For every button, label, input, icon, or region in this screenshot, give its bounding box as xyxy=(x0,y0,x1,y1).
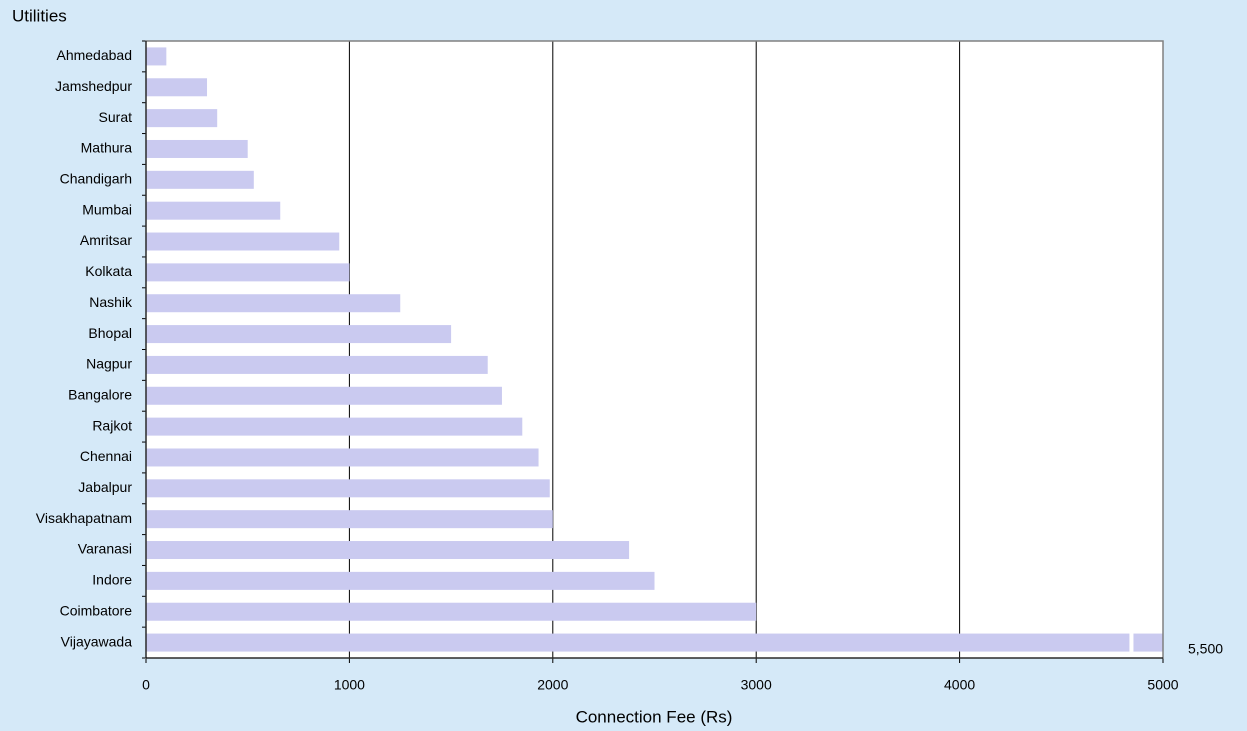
bar xyxy=(146,479,550,498)
bar xyxy=(146,541,630,560)
bar xyxy=(146,201,281,220)
bar xyxy=(146,510,553,529)
y-tick-label: Bangalore xyxy=(68,386,132,402)
y-tick-label: Nagpur xyxy=(86,356,132,372)
x-tick-label: 2000 xyxy=(537,677,568,693)
bar xyxy=(146,263,350,282)
bar xyxy=(146,109,218,128)
bar xyxy=(146,139,248,158)
y-tick-label: Surat xyxy=(99,109,133,125)
bar xyxy=(146,232,340,251)
y-tick-label: Coimbatore xyxy=(60,602,133,618)
bar xyxy=(146,448,539,467)
bar xyxy=(146,355,488,374)
y-tick-label: Chandigarh xyxy=(60,171,132,187)
x-tick-label: 4000 xyxy=(944,677,975,693)
y-tick-label: Ahmedabad xyxy=(56,47,132,63)
y-tick-label: Bhopal xyxy=(88,325,132,341)
x-tick-label: 3000 xyxy=(741,677,772,693)
bar xyxy=(146,602,757,621)
y-tick-label: Kolkata xyxy=(85,263,132,279)
y-tick-label: Vijayawada xyxy=(61,633,133,649)
x-tick-label: 0 xyxy=(142,677,150,693)
y-tick-label: Jabalpur xyxy=(78,479,132,495)
y-tick-label: Mathura xyxy=(81,140,133,156)
y-tick-label: Nashik xyxy=(89,294,133,310)
y-tick-label: Amritsar xyxy=(80,232,132,248)
bar xyxy=(146,325,452,344)
x-tick-label: 5000 xyxy=(1147,677,1178,693)
bar xyxy=(146,386,502,405)
bar xyxy=(146,294,401,313)
y-tick-label: Rajkot xyxy=(92,417,132,433)
bar xyxy=(146,47,167,66)
bar xyxy=(146,633,1163,652)
y-tick-label: Mumbai xyxy=(82,201,132,217)
value-label: 5,500 xyxy=(1188,640,1223,656)
y-tick-label: Chennai xyxy=(80,448,132,464)
plot-area xyxy=(146,41,1163,658)
bar xyxy=(146,571,655,590)
x-tick-label: 1000 xyxy=(334,677,365,693)
y-tick-label: Varanasi xyxy=(78,541,132,557)
y-tick-label: Jamshedpur xyxy=(55,78,132,94)
axis-break xyxy=(1129,630,1134,655)
bar xyxy=(146,78,208,97)
bar xyxy=(146,170,254,189)
chart-title: Utilities xyxy=(12,6,67,25)
y-tick-label: Visakhapatnam xyxy=(36,510,132,526)
x-axis-label: Connection Fee (Rs) xyxy=(576,707,733,726)
y-tick-label: Indore xyxy=(92,572,132,588)
bar xyxy=(146,417,523,436)
